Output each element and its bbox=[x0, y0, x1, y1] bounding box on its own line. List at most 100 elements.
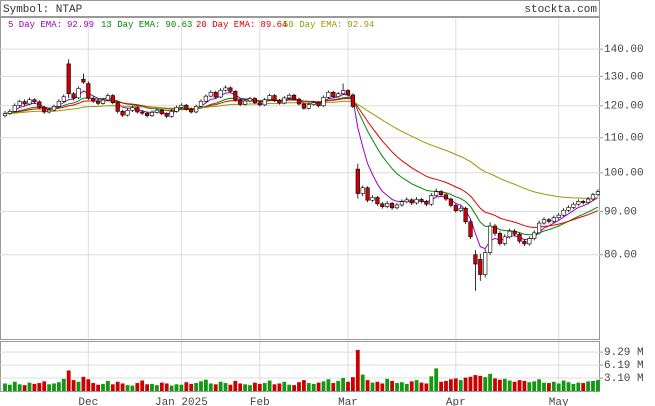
candle-body bbox=[556, 214, 561, 218]
legend-value: 92.94 bbox=[347, 20, 374, 30]
volume-bar bbox=[395, 383, 399, 391]
candle-body bbox=[267, 95, 272, 101]
volume-bar bbox=[155, 385, 159, 391]
candle-body bbox=[287, 94, 292, 99]
legend-name: 50 Day EMA: bbox=[283, 20, 342, 30]
volume-bar bbox=[468, 376, 473, 391]
candle-body bbox=[517, 233, 522, 242]
candle-body bbox=[125, 110, 130, 116]
candle-body bbox=[345, 90, 351, 96]
candle-body bbox=[140, 111, 145, 114]
x-tick-label: Dec bbox=[78, 397, 98, 406]
volume-bar bbox=[502, 378, 507, 391]
candle-body bbox=[272, 95, 277, 101]
volume-bar bbox=[311, 383, 316, 391]
volume-bar bbox=[449, 379, 453, 391]
candle-body bbox=[86, 83, 91, 99]
candle-body bbox=[213, 91, 218, 98]
volume-bar bbox=[174, 384, 179, 391]
candle-body bbox=[71, 93, 76, 99]
volume-bar bbox=[380, 383, 385, 391]
volume-bar bbox=[556, 383, 561, 391]
volume-bar bbox=[71, 380, 76, 391]
legend-entry: 13 Day EMA: 90.63 bbox=[101, 20, 192, 30]
y-tick-label: 80.00 bbox=[604, 250, 637, 262]
volume-bar bbox=[233, 380, 238, 391]
volume-bar bbox=[32, 383, 37, 391]
candle-body bbox=[571, 203, 576, 208]
volume-bar bbox=[257, 383, 262, 391]
volume-bar bbox=[27, 382, 32, 391]
y-tick-label: 90.00 bbox=[604, 206, 637, 218]
volume-bar bbox=[91, 383, 96, 391]
volume-bar bbox=[591, 380, 595, 391]
candle-body bbox=[585, 198, 591, 203]
volume-bar bbox=[478, 375, 483, 391]
volume-bar bbox=[189, 383, 194, 391]
legend-value: 89.64 bbox=[260, 20, 287, 30]
volume-bar bbox=[473, 375, 478, 391]
candle-body bbox=[22, 101, 27, 105]
volume-bar bbox=[194, 383, 198, 391]
volume-bar bbox=[120, 383, 125, 391]
volume-bar bbox=[238, 383, 243, 391]
y-tick-label: 120.00 bbox=[604, 101, 644, 113]
candle-body bbox=[438, 191, 444, 196]
volume-bar bbox=[223, 383, 228, 391]
volume-bar bbox=[164, 383, 169, 391]
candle-body bbox=[566, 207, 571, 211]
volume-bar bbox=[404, 383, 409, 391]
volume-bar bbox=[483, 377, 488, 391]
candle-body bbox=[301, 103, 307, 109]
volume-bar bbox=[115, 381, 120, 391]
volume-tick-label: 9.29 M bbox=[604, 347, 644, 359]
x-tick-label: Mar bbox=[338, 397, 358, 406]
volume-bar bbox=[517, 380, 522, 391]
candle-body bbox=[243, 100, 248, 105]
candle-body bbox=[492, 225, 498, 234]
volume-bar bbox=[331, 383, 336, 391]
volume-bar bbox=[199, 381, 203, 391]
candle-body bbox=[184, 104, 189, 110]
volume-bar bbox=[150, 383, 154, 391]
candle-body bbox=[532, 232, 537, 239]
volume-bar bbox=[262, 383, 267, 391]
volume-bar bbox=[400, 382, 404, 391]
volume-bar bbox=[277, 383, 282, 391]
volume-bar bbox=[326, 379, 331, 391]
volume-bar bbox=[47, 384, 51, 391]
volume-bar bbox=[493, 378, 497, 391]
volume-bar bbox=[248, 385, 252, 391]
candle-body bbox=[194, 106, 199, 113]
candle-body bbox=[17, 101, 22, 106]
volume-bar bbox=[488, 373, 492, 391]
candle-body bbox=[409, 199, 414, 204]
labels: 80.00 90.00 100.00 110.00 120.00 130.00 140.00… bbox=[8, 20, 644, 406]
volume-bar bbox=[444, 380, 448, 391]
candle-body bbox=[32, 99, 37, 103]
candle-body bbox=[522, 240, 527, 245]
volume-bar bbox=[96, 384, 100, 391]
candle-body bbox=[370, 197, 375, 201]
candle-body bbox=[497, 233, 503, 244]
volume-bar bbox=[130, 385, 135, 391]
volume-bars bbox=[3, 349, 600, 391]
candle-body bbox=[321, 97, 326, 107]
candle-body bbox=[100, 99, 106, 104]
volume-bar bbox=[22, 385, 27, 391]
volume-bar bbox=[3, 383, 7, 391]
volume-bar bbox=[12, 381, 17, 391]
volume-bar bbox=[321, 381, 326, 391]
x-tick-label: Apr bbox=[446, 397, 466, 406]
volume-bar bbox=[169, 385, 174, 391]
candle-body bbox=[37, 101, 42, 108]
volume-bar bbox=[81, 376, 86, 391]
volume-bar bbox=[576, 382, 581, 391]
candle-body bbox=[208, 91, 213, 97]
volume-bar bbox=[360, 374, 365, 391]
candle-body bbox=[169, 111, 174, 117]
candle-body bbox=[527, 238, 532, 245]
volume-bar bbox=[385, 378, 390, 391]
candle-body bbox=[189, 108, 194, 113]
candle-body bbox=[424, 201, 429, 205]
